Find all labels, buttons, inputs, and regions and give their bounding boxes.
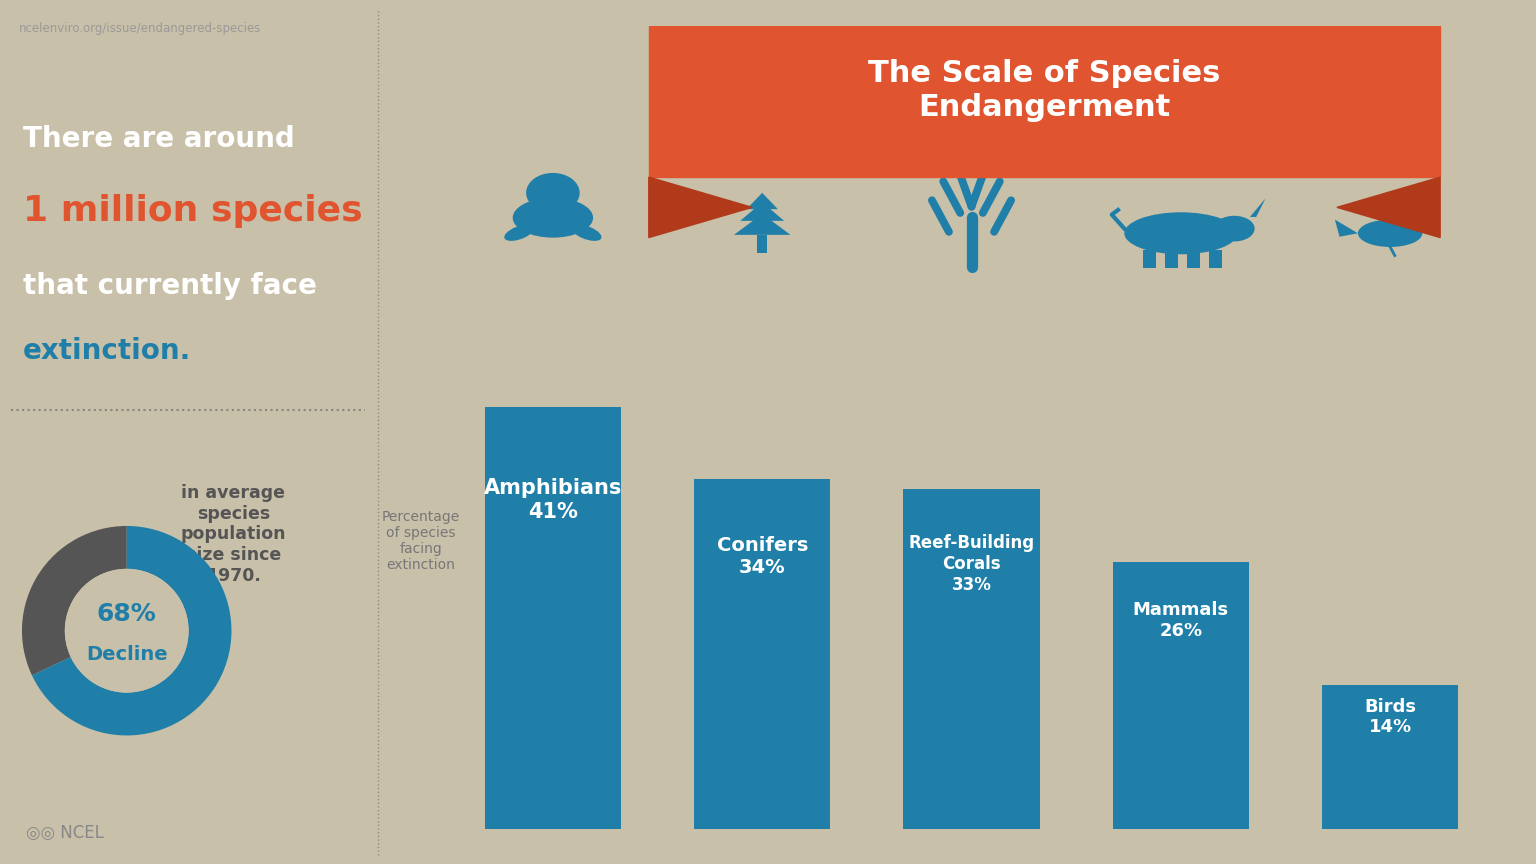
Polygon shape — [1335, 219, 1358, 237]
Bar — [1187, 250, 1200, 268]
Bar — [1322, 685, 1458, 829]
Polygon shape — [1250, 199, 1266, 217]
Ellipse shape — [504, 225, 535, 241]
Bar — [485, 407, 621, 829]
Wedge shape — [32, 526, 232, 735]
Text: There are around: There are around — [23, 125, 295, 153]
Text: Mammals
26%: Mammals 26% — [1132, 601, 1229, 640]
Text: Decline: Decline — [86, 645, 167, 664]
Ellipse shape — [1213, 216, 1255, 241]
Text: extinction.: extinction. — [23, 337, 190, 365]
Ellipse shape — [1404, 215, 1427, 231]
Text: Percentage
of species
facing
extinction: Percentage of species facing extinction — [382, 510, 461, 572]
Text: Conifers
34%: Conifers 34% — [716, 536, 808, 577]
Ellipse shape — [571, 225, 602, 241]
Text: that currently face: that currently face — [23, 272, 316, 300]
Wedge shape — [22, 526, 126, 676]
Text: Reef-Building
Corals
33%: Reef-Building Corals 33% — [908, 535, 1035, 594]
Bar — [694, 480, 831, 829]
Bar — [1143, 250, 1155, 268]
Circle shape — [65, 569, 189, 693]
Text: Birds
14%: Birds 14% — [1364, 697, 1416, 736]
Polygon shape — [734, 213, 791, 235]
Ellipse shape — [513, 198, 593, 238]
Text: 68%: 68% — [97, 602, 157, 626]
Polygon shape — [746, 193, 777, 209]
Bar — [1166, 250, 1178, 268]
Circle shape — [527, 173, 579, 213]
Bar — [903, 490, 1040, 829]
Bar — [1209, 250, 1221, 268]
Polygon shape — [648, 177, 753, 238]
Text: The Scale of Species
Endangerment: The Scale of Species Endangerment — [868, 60, 1221, 122]
Polygon shape — [1336, 177, 1441, 238]
Polygon shape — [1427, 224, 1439, 228]
Polygon shape — [648, 26, 1441, 177]
Text: 1 million species: 1 million species — [23, 194, 362, 228]
Text: ◎◎ NCEL: ◎◎ NCEL — [26, 824, 104, 842]
Text: in average
species
population
size since
1970.: in average species population size since… — [181, 484, 286, 585]
Polygon shape — [740, 202, 785, 221]
Text: Amphibians
41%: Amphibians 41% — [484, 479, 622, 522]
Text: ncelenviro.org/issue/endangered-species: ncelenviro.org/issue/endangered-species — [18, 22, 261, 35]
Bar — [1112, 562, 1249, 829]
Ellipse shape — [1124, 213, 1238, 254]
Ellipse shape — [1358, 219, 1422, 247]
Bar — [757, 235, 766, 253]
